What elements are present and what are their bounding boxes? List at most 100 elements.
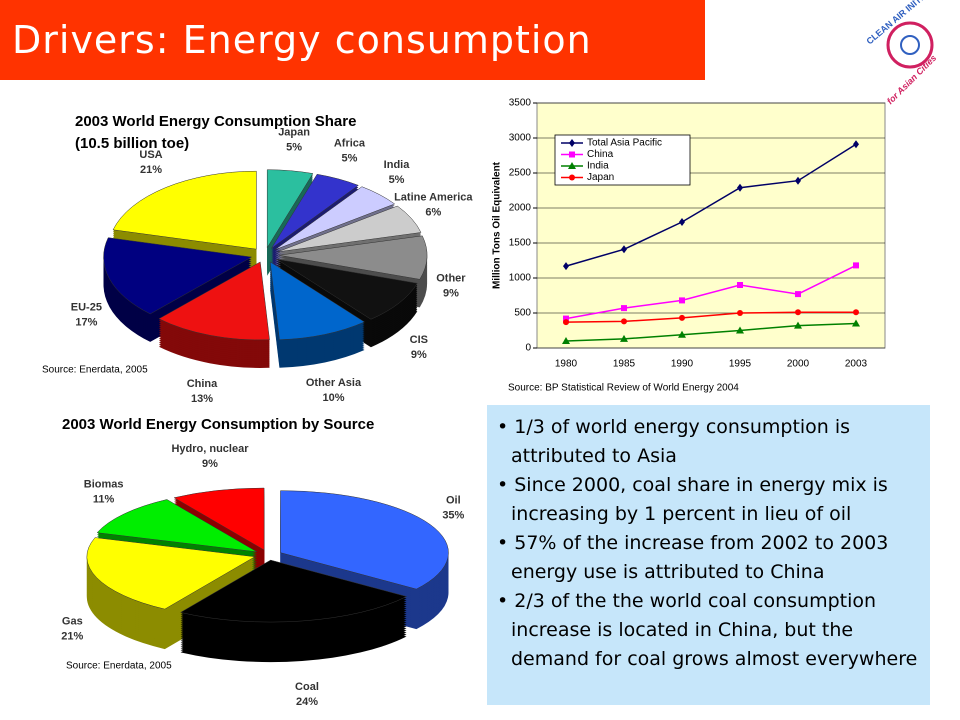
marker [795, 309, 801, 316]
marker [794, 321, 802, 329]
slice [266, 169, 314, 249]
marker [737, 310, 743, 316]
slice-label: Gas [62, 615, 83, 627]
marker [562, 337, 570, 344]
slice-value-label: 5% [341, 153, 357, 165]
slice-label: Biomas [84, 478, 124, 490]
marker [563, 262, 569, 271]
source-note: Source: BP Statistical Review of World E… [508, 383, 739, 394]
chart-subtitle: (10.5 billion toe) [75, 135, 189, 152]
bullet-list: 1/3 of world energy consumption is attri… [497, 413, 920, 674]
slice-value-label: 10% [322, 392, 344, 404]
legend-label: India [587, 161, 609, 172]
slice-value-label: 5% [389, 174, 405, 186]
series-line [565, 143, 857, 267]
slide-title: Drivers: Energy consumption [12, 18, 592, 62]
marker [563, 319, 569, 326]
marker [621, 305, 627, 312]
chart-title: 2003 World Energy Consumption Share [75, 113, 356, 130]
y-tick-label: 2500 [509, 168, 532, 179]
legend-marker [569, 151, 575, 158]
marker [853, 262, 859, 269]
bullet: 1/3 of world energy consumption is attri… [511, 413, 920, 471]
y-tick-label: 3000 [509, 133, 532, 144]
slice-label: EU-25 [71, 301, 102, 313]
slice-label: Oil [446, 495, 461, 507]
marker [621, 245, 627, 254]
marker [853, 309, 859, 316]
y-tick-label: 1500 [509, 238, 532, 249]
slice-label: CIS [410, 334, 428, 346]
slice-value-label: 13% [191, 393, 213, 405]
slice-value-label: 5% [286, 141, 302, 153]
slice [276, 258, 418, 320]
slice [173, 487, 265, 551]
source-note: Source: Enerdata, 2005 [66, 661, 172, 672]
legend-label: Japan [587, 172, 614, 183]
marker [853, 140, 859, 149]
legend-label: China [587, 149, 614, 160]
slice-label: Latine America [394, 192, 473, 204]
series-line [565, 264, 857, 320]
slice [96, 499, 258, 553]
series-line [565, 322, 857, 342]
slice-label: Japan [278, 126, 310, 138]
marker [620, 334, 628, 342]
logo-mark [900, 35, 920, 55]
marker [795, 291, 801, 298]
slice [158, 261, 270, 341]
legend-marker [569, 139, 575, 147]
marker [678, 330, 686, 338]
x-tick-label: 1990 [671, 359, 694, 370]
logo-mark [886, 21, 934, 69]
slice-value-label: 35% [442, 510, 464, 522]
marker [852, 319, 860, 327]
slice [280, 490, 449, 590]
marker [563, 315, 569, 322]
bullet: 2/3 of the the world coal consumption in… [511, 587, 920, 674]
x-tick-label: 2003 [845, 359, 868, 370]
slice-value-label: 24% [296, 696, 318, 708]
slice-label: Hydro, nuclear [171, 443, 249, 455]
slice [271, 173, 359, 249]
y-tick-label: 0 [525, 343, 531, 354]
marker [737, 183, 743, 192]
x-tick-label: 1980 [555, 359, 578, 370]
bullet-box: 1/3 of world energy consumption is attri… [487, 405, 930, 705]
legend-marker [569, 174, 575, 181]
marker [737, 282, 743, 288]
slice-value-label: 9% [411, 349, 427, 361]
slice [277, 205, 422, 253]
slice-value-label: 9% [443, 288, 459, 300]
x-tick-label: 2000 [787, 359, 810, 370]
title-bar: Drivers: Energy consumption [0, 0, 705, 80]
bullet: 57% of the increase from 2002 to 2003 en… [511, 529, 920, 587]
slice-value-label: 21% [61, 630, 83, 642]
slice [103, 237, 253, 315]
slice-value-label: 21% [140, 164, 162, 176]
slice-label: Other [436, 273, 466, 285]
slice [112, 170, 257, 250]
y-tick-label: 500 [514, 308, 531, 319]
legend-label: Total Asia Pacific [587, 138, 662, 149]
marker [679, 297, 685, 304]
slice [179, 559, 408, 623]
slice [274, 186, 396, 251]
slice-label: Coal [295, 681, 319, 693]
marker [736, 326, 744, 334]
slice-label: China [187, 378, 218, 390]
slice-value-label: 17% [75, 316, 97, 328]
chart-title: 2003 World Energy Consumption by Source [62, 416, 374, 433]
marker [621, 318, 627, 325]
slice-value-label: 11% [93, 493, 115, 505]
bullet: Since 2000, coal share in energy mix is … [511, 471, 920, 529]
slice-label: USA [139, 149, 162, 161]
y-axis-label: Million Tons Oil Equivalent [492, 161, 503, 289]
slice [86, 537, 256, 610]
slice-label: Other Asia [306, 377, 362, 389]
y-tick-label: 3500 [509, 98, 532, 109]
source-note: Source: Enerdata, 2005 [42, 365, 148, 376]
slice-value-label: 6% [425, 207, 441, 219]
